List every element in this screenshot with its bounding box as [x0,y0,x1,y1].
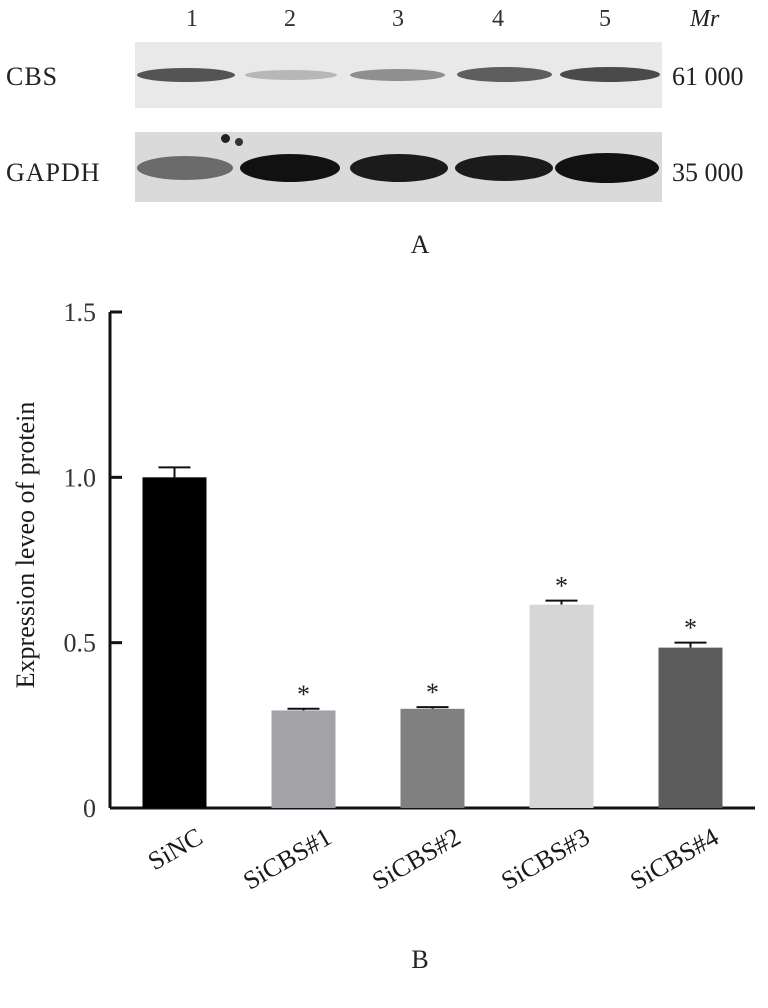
significance-mark-4: * [555,572,568,601]
cbs-row-label: CBS [6,62,59,91]
y-tick-label-1: 0.5 [64,629,97,658]
cbs-band-2 [245,70,337,80]
mr-header: Mr [690,6,720,32]
significance-mark-3: * [426,678,439,707]
lane-number-1: 1 [186,6,198,32]
bars: * * * * [142,466,723,808]
blot-artifact-spot [221,134,230,143]
cbs-blot [135,42,662,108]
x-tick-label-5: SiCBS#4 [625,822,723,896]
gapdh-band-4 [455,155,553,181]
lane-number-3: 3 [392,6,404,32]
gapdh-mw-label: 35 000 [672,158,744,187]
y-tick-label-0: 0 [83,794,96,823]
blot-artifact-spot [235,138,243,146]
gapdh-blot [135,132,662,202]
gapdh-row-label: GAPDH [6,158,101,187]
bar-1 [142,477,207,808]
bar-5 [658,647,723,808]
bar-3 [400,708,465,808]
cbs-band-3 [350,69,445,81]
significance-mark-5: * [684,614,697,643]
y-axis-label: Expression leveo of protein [11,402,40,689]
cbs-mw-label: 61 000 [672,62,744,91]
x-tick-label-1: SiNC [143,822,208,876]
significance-mark-2: * [297,680,310,709]
x-tick-label-3: SiCBS#2 [367,822,465,896]
lane-number-5: 5 [599,6,611,32]
x-tick-labels: SiNC SiCBS#1 SiCBS#2 SiCBS#3 SiCBS#4 [143,822,724,896]
axes: 0 0.5 1.0 1.5 [64,298,755,823]
panel-a-label: A [410,230,430,259]
y-tick-label-3: 1.5 [64,298,97,327]
x-tick-label-4: SiCBS#3 [496,822,594,896]
lane-number-2: 2 [284,6,296,32]
x-tick-label-2: SiCBS#1 [238,822,336,896]
bar-chart: Expression leveo of protein 0 0.5 1.0 1.5 *… [11,298,755,896]
y-tick-label-2: 1.0 [64,463,97,492]
panel-b-label: B [411,945,429,974]
gapdh-band-2 [240,154,340,182]
bar-4 [529,604,594,808]
gapdh-band-5 [555,153,659,183]
cbs-band-1 [137,68,235,82]
gapdh-band-1 [137,156,233,180]
gapdh-band-3 [350,154,448,182]
lane-number-4: 4 [492,6,504,32]
bar-2 [271,710,336,808]
cbs-band-5 [560,67,660,82]
cbs-band-4 [457,67,552,82]
